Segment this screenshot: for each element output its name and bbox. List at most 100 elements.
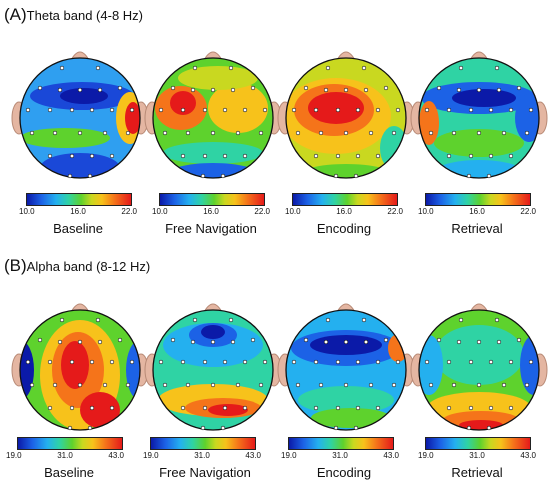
- activity-region: [310, 335, 382, 355]
- electrode-dot: [368, 382, 374, 388]
- electrode-dot: [125, 130, 131, 136]
- electrode-dot: [375, 405, 381, 411]
- electrode-dot: [466, 173, 472, 179]
- activity-region: [178, 66, 258, 90]
- electrode-dot: [428, 130, 434, 136]
- electrode-dot: [202, 405, 208, 411]
- electrode-dot: [210, 87, 216, 93]
- electrode-dot: [200, 425, 206, 431]
- electrode-dot: [210, 382, 216, 388]
- electrode-dot: [488, 405, 494, 411]
- electrode-dot: [117, 85, 123, 91]
- electrode-dot: [343, 130, 349, 136]
- electrode-dot: [69, 405, 75, 411]
- electrode-dot: [235, 382, 241, 388]
- electrode-dot: [200, 173, 206, 179]
- colorbar-alpha-encoding: [288, 437, 394, 450]
- activity-region: [419, 101, 439, 145]
- electrode-dot: [102, 382, 108, 388]
- electrode-dot: [158, 107, 164, 113]
- electrode-dot: [424, 107, 430, 113]
- ticks-alpha-encoding: 19.0 31.0 43.0: [281, 451, 399, 461]
- electrode-dot: [436, 85, 442, 91]
- electrode-dot: [313, 153, 319, 159]
- electrode-dot: [318, 130, 324, 136]
- electrode-dot: [303, 85, 309, 91]
- electrode-dot: [486, 425, 492, 431]
- electrode-dot: [220, 173, 226, 179]
- head-outline: [19, 57, 141, 179]
- electrode-dot: [129, 107, 135, 113]
- electrode-dot: [458, 65, 464, 71]
- electrode-dot: [59, 65, 65, 71]
- electrode-dot: [456, 87, 462, 93]
- topomap-alpha-encoding: [277, 303, 415, 431]
- activity-region: [434, 129, 524, 157]
- electrode-dot: [528, 107, 534, 113]
- panel-b-title: (B)Alpha band (8-12 Hz): [4, 256, 150, 276]
- tick-max: 43.0: [108, 451, 124, 460]
- tick-mid: 31.0: [194, 451, 210, 460]
- electrode-dot: [37, 85, 43, 91]
- electrode-dot: [250, 85, 256, 91]
- electrode-dot: [325, 65, 331, 71]
- electrode-dot: [109, 107, 115, 113]
- electrode-dot: [335, 107, 341, 113]
- electrode-dot: [524, 382, 530, 388]
- tick-min: 10.0: [418, 207, 434, 216]
- electrode-dot: [468, 405, 474, 411]
- electrode-dot: [476, 382, 482, 388]
- electrode-dot: [67, 425, 73, 431]
- electrode-dot: [363, 87, 369, 93]
- electrode-dot: [235, 130, 241, 136]
- activity-region: [126, 340, 140, 400]
- ticks-alpha-retrieval: 19.0 31.0 43.0: [418, 451, 536, 461]
- electrode-dot: [162, 130, 168, 136]
- electrode-dot: [202, 107, 208, 113]
- electrode-dot: [57, 87, 63, 93]
- electrode-dot: [77, 130, 83, 136]
- electrode-dot: [102, 130, 108, 136]
- electrode-dot: [242, 107, 248, 113]
- activity-region: [61, 341, 89, 389]
- electrode-dot: [180, 359, 186, 365]
- electrode-dot: [47, 153, 53, 159]
- electrode-dot: [446, 405, 452, 411]
- activity-region: [208, 83, 268, 133]
- electrode-dot: [501, 382, 507, 388]
- electrode-dot: [343, 382, 349, 388]
- electrode-dot: [47, 405, 53, 411]
- electrode-dot: [180, 153, 186, 159]
- electrode-dot: [383, 337, 389, 343]
- electrode-dot: [476, 87, 482, 93]
- electrode-dot: [313, 405, 319, 411]
- electrode-dot: [516, 337, 522, 343]
- electrode-dot: [361, 317, 367, 323]
- activity-region: [201, 325, 225, 339]
- tick-mid: 16.0: [70, 207, 86, 216]
- electrode-dot: [52, 130, 58, 136]
- electrode-dot: [451, 382, 457, 388]
- electrode-dot: [192, 65, 198, 71]
- topomap-alpha-free-navigation: [144, 303, 282, 431]
- electrode-dot: [516, 85, 522, 91]
- panel-a-title: (A)Theta band (4-8 Hz): [4, 5, 143, 25]
- electrode-dot: [170, 337, 176, 343]
- electrode-dot: [87, 173, 93, 179]
- electrode-dot: [59, 317, 65, 323]
- condition-label-alpha-encoding: Encoding: [316, 465, 372, 480]
- tick-max: 22.0: [520, 207, 536, 216]
- electrode-dot: [258, 382, 264, 388]
- electrode-dot: [488, 359, 494, 365]
- head-outline: [152, 309, 274, 431]
- electrode-dot: [242, 153, 248, 159]
- ticks-alpha-free-navigation: 19.0 31.0 43.0: [143, 451, 261, 461]
- electrode-dot: [291, 359, 297, 365]
- topomap-theta-free-navigation: [144, 51, 282, 179]
- electrode-dot: [228, 317, 234, 323]
- electrode-dot: [222, 405, 228, 411]
- electrode-dot: [488, 153, 494, 159]
- electrode-dot: [129, 359, 135, 365]
- electrode-dot: [222, 107, 228, 113]
- electrode-dot: [383, 85, 389, 91]
